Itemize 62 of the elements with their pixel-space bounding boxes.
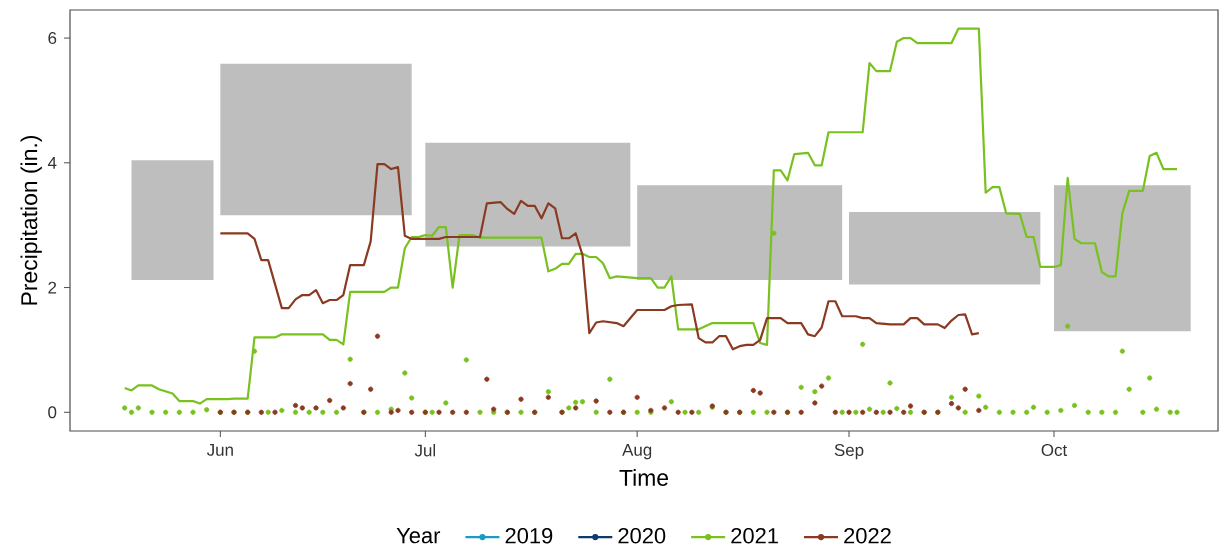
line-series [123, 27, 1179, 405]
point [409, 409, 415, 415]
legend-label: 2020 [618, 527, 666, 544]
point [689, 409, 695, 415]
point [675, 409, 681, 415]
point [374, 333, 381, 339]
point [484, 376, 490, 382]
point [819, 383, 825, 389]
y-axis-title: Precipitation (in.) [20, 136, 42, 305]
point [887, 409, 893, 415]
legend-label: 2021 [731, 527, 778, 544]
point [573, 405, 579, 411]
point [846, 409, 852, 415]
point [812, 400, 818, 406]
point [798, 409, 804, 415]
point [873, 409, 879, 415]
point [832, 409, 838, 415]
point [299, 405, 305, 411]
point [347, 381, 353, 387]
legend-label: 2022 [844, 527, 891, 544]
point [518, 396, 524, 402]
y-tick-label: 6 [48, 32, 57, 45]
x-tick-label: Jun [206, 444, 233, 456]
y-tick-label: 4 [47, 156, 57, 169]
point [771, 409, 777, 415]
line-series [219, 162, 980, 351]
point [634, 394, 640, 400]
x-tick-label: Aug [622, 444, 652, 460]
legend-label: 2019 [505, 527, 553, 544]
point [258, 409, 264, 415]
point [661, 405, 668, 411]
point [750, 387, 756, 394]
x-tick-label: Oct [1041, 444, 1068, 457]
point [976, 407, 982, 414]
point [272, 409, 278, 415]
legend-title: Year [396, 528, 441, 544]
point [907, 403, 914, 409]
point [463, 409, 469, 415]
point [593, 398, 599, 404]
x-tick-label: Sep [834, 444, 864, 460]
point [607, 409, 613, 415]
point [757, 390, 763, 396]
x-tick-label: Jul [414, 444, 436, 457]
point [368, 386, 374, 392]
point [860, 409, 866, 415]
point [340, 405, 346, 411]
bar [220, 63, 412, 216]
point [327, 397, 333, 404]
point [955, 405, 961, 411]
y-tick-label: 2 [48, 281, 57, 294]
point [313, 405, 319, 411]
point [395, 407, 401, 414]
point [292, 402, 299, 409]
y-tick-label: 0 [48, 406, 57, 419]
bar [849, 212, 1041, 285]
point [948, 400, 955, 407]
point [962, 386, 968, 392]
point [436, 409, 442, 415]
point [901, 409, 907, 415]
x-axis-title: Time [619, 469, 669, 486]
point [450, 409, 456, 415]
point [545, 394, 551, 400]
